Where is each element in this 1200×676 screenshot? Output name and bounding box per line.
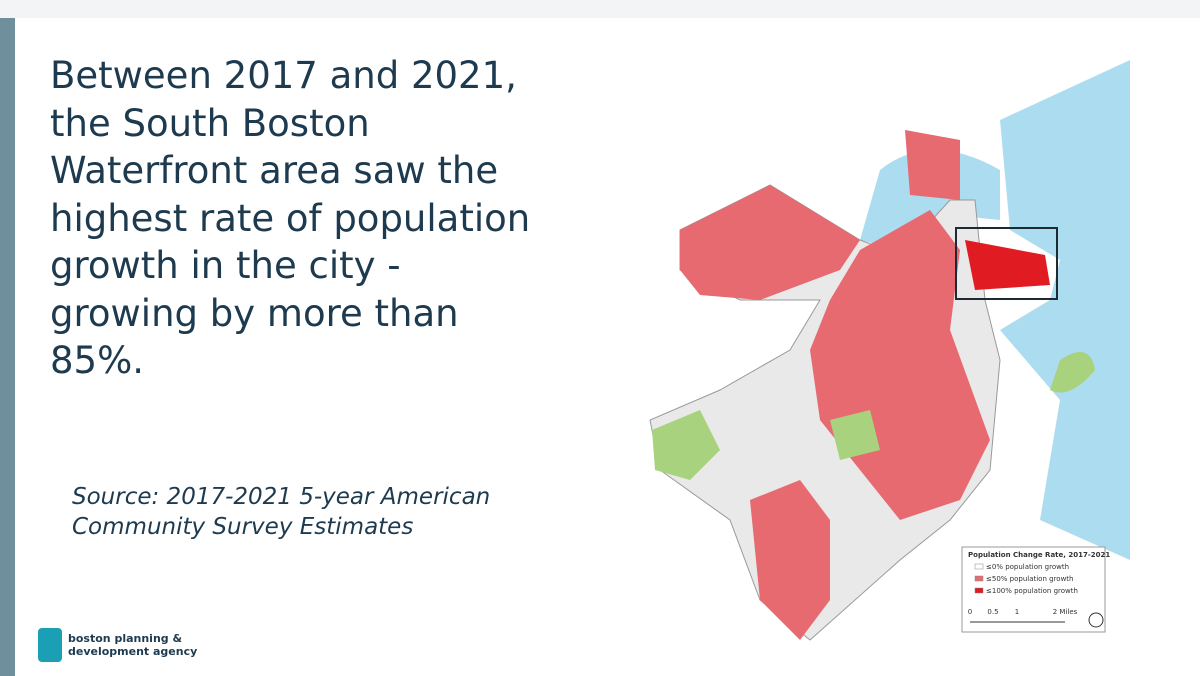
- text-line: the South Boston: [50, 101, 370, 145]
- text-line: Source: 2017-2021 5-year American: [72, 484, 491, 510]
- waterfront: [965, 240, 1050, 290]
- legend-swatch: [974, 587, 984, 594]
- text-line: Between 2017 and 2021,: [50, 54, 517, 97]
- scale-label: 2 Miles: [1053, 608, 1078, 616]
- text-line: highest rate of population: [50, 196, 531, 240]
- water: [860, 150, 1000, 250]
- island: [1050, 352, 1095, 393]
- growth-area: [680, 185, 860, 300]
- source: Source: 2017-2021 5-year American Communi…: [72, 482, 490, 542]
- logo-icon: [38, 628, 62, 662]
- legend-swatch: [974, 575, 984, 582]
- legend-item: ≤50% population growth: [986, 575, 1073, 583]
- park: [830, 410, 880, 460]
- scale-label: 0: [968, 608, 972, 616]
- heading: Between 2017 and 2021, the South Boston Wa…: [50, 52, 530, 385]
- text-line: 85%.: [50, 339, 144, 382]
- text-line: growth in the city -: [50, 244, 401, 287]
- text-line: growing by more than: [50, 291, 459, 335]
- text-line: Waterfront area saw the: [50, 149, 499, 192]
- logo-text: boston planning & development agency: [68, 632, 197, 658]
- legend-item: ≤0% population growth: [986, 563, 1069, 571]
- highlight-box: [955, 227, 1058, 300]
- scale-label: 1: [1015, 608, 1019, 616]
- legend: [961, 546, 1106, 633]
- growth-area: [750, 480, 830, 640]
- scale-label: 0.5: [987, 608, 998, 616]
- north-arrow: [1088, 612, 1104, 628]
- text-line: boston planning &: [68, 632, 183, 645]
- legend-item: ≤100% population growth: [986, 587, 1078, 595]
- legend-swatch: [974, 563, 984, 570]
- window-bar: [0, 0, 1200, 18]
- legend-title: Population Change Rate, 2017-2021: [968, 551, 1110, 559]
- growth-area: [905, 130, 960, 200]
- park: [652, 410, 720, 480]
- text-line: development agency: [68, 645, 198, 658]
- water: [1000, 60, 1130, 560]
- text-line: Community Survey Estimates: [72, 514, 414, 540]
